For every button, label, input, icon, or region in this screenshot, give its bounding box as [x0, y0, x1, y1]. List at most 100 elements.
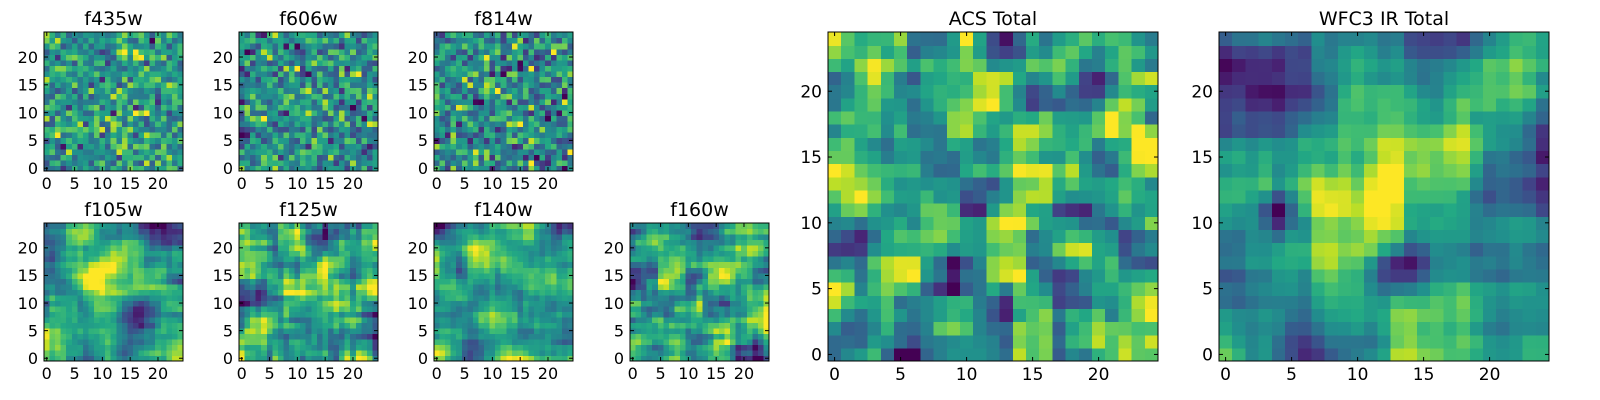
heatmap-cell [668, 300, 676, 307]
heatmap-cell [138, 154, 145, 161]
heatmap-cell [105, 355, 112, 362]
heatmap-cell [60, 120, 67, 128]
heatmap-cell [239, 344, 246, 351]
heatmap-cell [472, 338, 480, 346]
heatmap-cell [1078, 334, 1093, 349]
heatmap-cell [472, 54, 480, 61]
heatmap-cell [289, 109, 296, 116]
heatmap-cell [741, 283, 748, 290]
heatmap-cell [132, 93, 140, 100]
heatmap-cell [316, 143, 323, 150]
heatmap-cell [88, 132, 95, 139]
heatmap-cell [907, 229, 921, 244]
heatmap-cell [144, 316, 151, 323]
heatmap-cell [94, 300, 101, 307]
heatmap-cell [1026, 321, 1040, 336]
heatmap-cell [250, 333, 257, 340]
heatmap-cell [82, 143, 90, 150]
heatmap-cell [880, 255, 895, 270]
heatmap-cell [550, 239, 557, 246]
heatmap-cell [1131, 229, 1146, 244]
heatmap-cell [250, 316, 257, 323]
heatmap-cell [522, 294, 530, 301]
heatmap-cell [116, 272, 123, 279]
heatmap-cell [735, 322, 742, 329]
heatmap-cell [534, 126, 541, 133]
heatmap-cell [132, 132, 140, 139]
heatmap-cell [300, 228, 307, 235]
heatmap-cell [66, 261, 73, 268]
heatmap-cell [339, 115, 346, 122]
heatmap-cell [344, 311, 351, 318]
heatmap-cell [121, 228, 128, 235]
heatmap-cell [439, 289, 446, 296]
heatmap-cell [171, 159, 179, 167]
heatmap-cell [1105, 229, 1119, 244]
heatmap-cell [289, 355, 296, 362]
heatmap-cell [663, 250, 670, 257]
heatmap-cell [277, 76, 285, 83]
heatmap-cell [702, 250, 709, 257]
heatmap-cell [1012, 229, 1027, 244]
heatmap-cell [344, 154, 351, 161]
heatmap-cell [44, 104, 51, 111]
heatmap-cell [1118, 189, 1133, 204]
heatmap-cell [132, 294, 140, 301]
heatmap-cell [461, 349, 468, 357]
heatmap-cell [707, 311, 714, 318]
heatmap-cell [44, 48, 51, 55]
heatmap-cell [696, 333, 703, 340]
heatmap-cell [339, 272, 346, 279]
heatmap-cell [149, 120, 156, 128]
heatmap-cell [250, 338, 257, 346]
heatmap-cell [155, 239, 162, 246]
heatmap-cell [149, 70, 156, 78]
heatmap-cell [372, 234, 379, 241]
heatmap-cell [986, 282, 1001, 296]
heatmap-cell [1105, 163, 1119, 178]
heatmap-cell [735, 278, 742, 285]
heatmap-cell [88, 333, 95, 340]
heatmap-cell [372, 223, 379, 230]
heatmap-cell [472, 159, 480, 167]
heatmap-cell [305, 148, 312, 155]
heatmap-cell [132, 148, 140, 155]
heatmap-cell [561, 272, 569, 279]
heatmap-cell [646, 256, 653, 263]
heatmap-cell [44, 267, 51, 274]
heatmap-cell [305, 300, 312, 307]
heatmap-cell [116, 98, 123, 105]
x-tick-label: 10 [287, 364, 307, 383]
heatmap-cell [361, 272, 368, 279]
heatmap-cell [355, 132, 362, 139]
x-tick-label: 20 [148, 364, 168, 383]
heatmap-cell [472, 59, 480, 66]
heatmap-cell [350, 65, 357, 72]
heatmap-cell [702, 272, 709, 279]
heatmap-cell [674, 349, 681, 357]
heatmap-cell [434, 278, 441, 285]
heatmap-cell [506, 267, 513, 274]
heatmap-cell [741, 327, 748, 334]
heatmap-cell [702, 344, 709, 351]
heatmap-cell [171, 98, 179, 105]
heatmap-cell [752, 228, 759, 235]
heatmap-cell [439, 333, 446, 340]
heatmap-cell [300, 143, 307, 150]
heatmap-cell [171, 256, 179, 263]
x-tick-label: 20 [343, 174, 363, 193]
heatmap-cell [556, 159, 563, 167]
heatmap-cell [489, 59, 496, 66]
heatmap-cell [718, 283, 726, 290]
heatmap-cell [702, 311, 709, 318]
heatmap-cell [691, 245, 698, 252]
heatmap-cell [960, 295, 974, 309]
heatmap-cell [674, 250, 681, 257]
heatmap-cell [266, 137, 273, 144]
heatmap-cell [283, 267, 290, 274]
heatmap-cell [517, 234, 524, 241]
heatmap-cell [305, 93, 312, 100]
heatmap-cell [561, 143, 569, 150]
heatmap-cell [88, 283, 95, 290]
heatmap-cell [105, 165, 112, 172]
